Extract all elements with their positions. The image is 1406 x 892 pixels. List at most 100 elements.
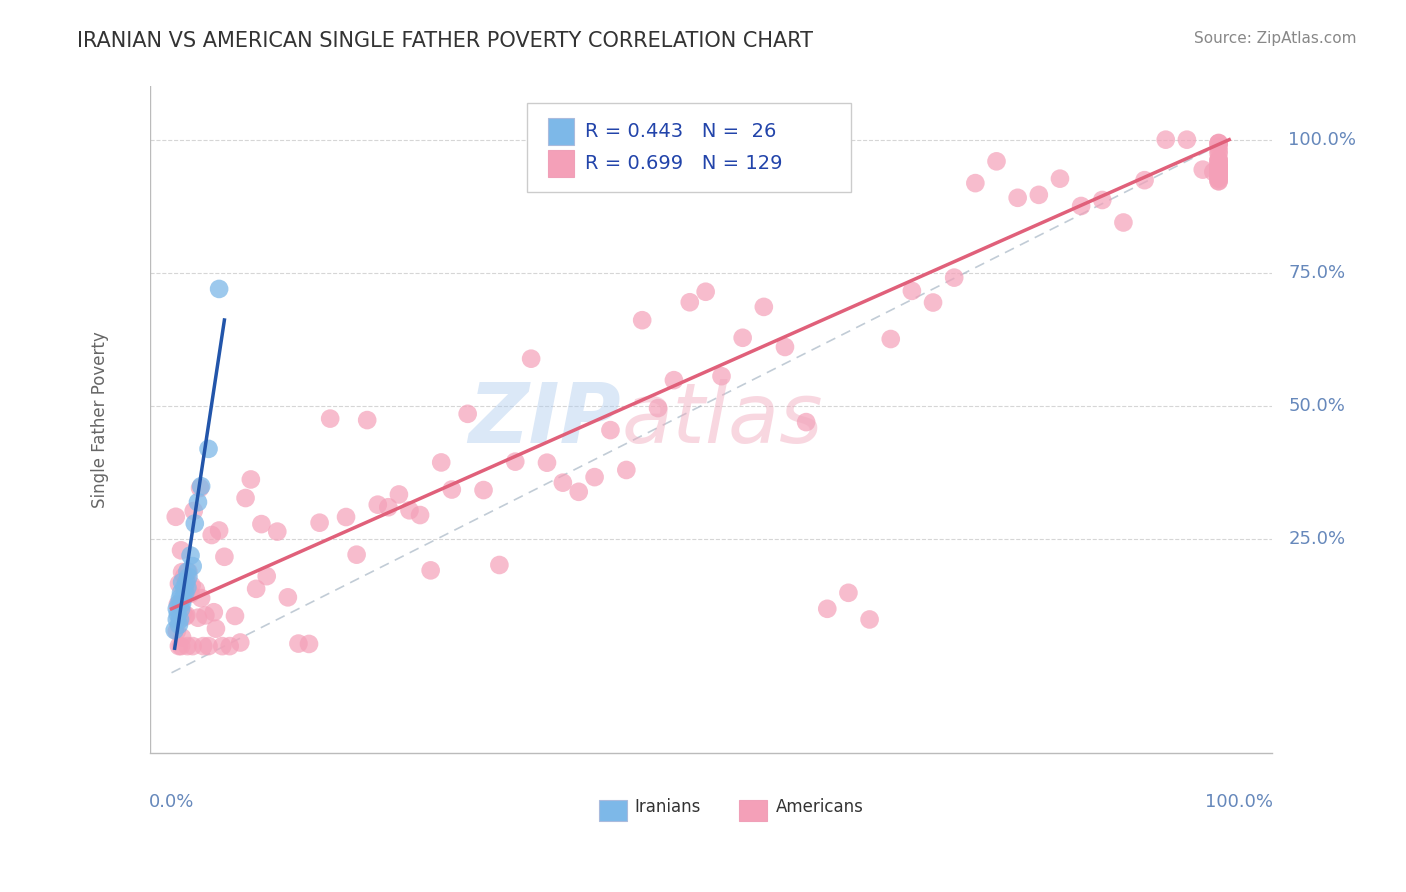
- Point: [166, 612, 188, 626]
- Point: [172, 565, 194, 579]
- Point: [773, 340, 796, 354]
- Point: [235, 491, 257, 505]
- Point: [752, 300, 775, 314]
- Point: [308, 516, 330, 530]
- Point: [319, 411, 342, 425]
- Point: [177, 570, 200, 584]
- Point: [1202, 165, 1225, 179]
- Point: [419, 563, 441, 577]
- Point: [172, 631, 194, 645]
- Point: [176, 639, 198, 653]
- Point: [1208, 161, 1230, 176]
- Text: Americans: Americans: [776, 797, 863, 815]
- Point: [176, 608, 198, 623]
- Point: [986, 154, 1008, 169]
- Point: [472, 483, 495, 497]
- Text: 75.0%: 75.0%: [1288, 264, 1346, 282]
- Point: [166, 624, 188, 639]
- Point: [187, 610, 209, 624]
- Text: ZIP: ZIP: [468, 379, 621, 460]
- Point: [190, 479, 212, 493]
- Point: [173, 581, 195, 595]
- Point: [201, 528, 224, 542]
- Point: [173, 569, 195, 583]
- Point: [174, 609, 197, 624]
- Point: [166, 602, 188, 616]
- Point: [169, 591, 191, 606]
- Point: [335, 510, 357, 524]
- Point: [298, 637, 321, 651]
- Point: [176, 565, 198, 579]
- Point: [346, 548, 368, 562]
- Point: [1007, 191, 1029, 205]
- Point: [167, 597, 190, 611]
- Point: [647, 401, 669, 415]
- Point: [1070, 199, 1092, 213]
- Text: Single Father Poverty: Single Father Poverty: [91, 331, 108, 508]
- Point: [922, 295, 945, 310]
- Point: [1154, 133, 1177, 147]
- Point: [211, 639, 233, 653]
- Point: [1133, 173, 1156, 187]
- Point: [184, 582, 207, 597]
- Point: [218, 639, 240, 653]
- Text: Source: ZipAtlas.com: Source: ZipAtlas.com: [1194, 31, 1357, 46]
- Point: [169, 612, 191, 626]
- Point: [169, 598, 191, 612]
- Bar: [740, 800, 768, 822]
- Point: [710, 369, 733, 384]
- Bar: [599, 800, 627, 822]
- Point: [197, 442, 219, 456]
- Point: [1208, 169, 1230, 183]
- Point: [180, 587, 202, 601]
- Point: [679, 295, 702, 310]
- Text: R = 0.699   N = 129: R = 0.699 N = 129: [585, 153, 782, 173]
- Point: [430, 455, 453, 469]
- Text: atlas: atlas: [621, 379, 823, 460]
- Point: [177, 565, 200, 579]
- Point: [187, 495, 209, 509]
- Point: [356, 413, 378, 427]
- Point: [1208, 160, 1230, 174]
- Point: [167, 597, 190, 611]
- Point: [583, 470, 606, 484]
- Point: [1208, 163, 1230, 178]
- Point: [176, 575, 198, 590]
- Point: [1208, 136, 1230, 151]
- Point: [794, 415, 817, 429]
- Point: [167, 617, 190, 632]
- Point: [197, 639, 219, 653]
- Point: [1208, 157, 1230, 171]
- Point: [172, 597, 194, 611]
- Text: 100.0%: 100.0%: [1205, 793, 1272, 811]
- Point: [1208, 146, 1230, 161]
- Point: [1208, 168, 1230, 182]
- Point: [1208, 156, 1230, 170]
- Text: 100.0%: 100.0%: [1288, 130, 1357, 149]
- Point: [184, 516, 207, 531]
- Point: [172, 606, 194, 620]
- Point: [180, 578, 202, 592]
- Point: [194, 608, 217, 623]
- Point: [536, 456, 558, 470]
- Point: [1208, 167, 1230, 181]
- Point: [170, 602, 193, 616]
- Point: [599, 423, 621, 437]
- Text: 25.0%: 25.0%: [1288, 531, 1346, 549]
- Point: [409, 508, 432, 522]
- Point: [1191, 162, 1213, 177]
- Point: [662, 373, 685, 387]
- Point: [1208, 174, 1230, 188]
- Text: R = 0.443   N =  26: R = 0.443 N = 26: [585, 121, 776, 141]
- Point: [250, 517, 273, 532]
- Point: [165, 509, 187, 524]
- Point: [208, 524, 231, 538]
- Point: [202, 605, 225, 619]
- Point: [224, 609, 246, 624]
- Point: [174, 586, 197, 600]
- Point: [1028, 187, 1050, 202]
- Point: [457, 407, 479, 421]
- Point: [901, 284, 924, 298]
- Point: [1091, 193, 1114, 207]
- Point: [1208, 170, 1230, 185]
